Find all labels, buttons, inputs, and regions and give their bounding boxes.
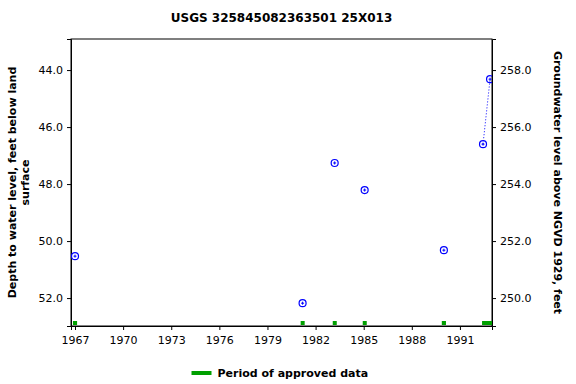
tick-mark xyxy=(267,326,268,330)
tick: 252.0 xyxy=(492,235,532,248)
tick-label: 1985 xyxy=(350,334,378,347)
tick: 1979 xyxy=(254,326,282,347)
tick: 44.0 xyxy=(39,64,72,77)
tick-mark xyxy=(67,70,71,71)
tick-mark xyxy=(492,70,496,71)
marker-ring xyxy=(361,187,368,194)
tick-mark xyxy=(492,127,496,128)
legend: Period of approved data xyxy=(192,367,369,380)
data-point xyxy=(487,76,492,83)
chart: 1967 1970 1973 1976 1979 1982 1985 1988 1991 44.0… xyxy=(0,0,576,384)
data-point xyxy=(331,159,338,166)
tick-mark xyxy=(316,326,317,330)
tick-mark xyxy=(75,326,76,330)
tick: 52.0 xyxy=(39,292,72,305)
y-axis: 44.0 46.0 48.0 50.0 52.0 xyxy=(39,40,72,327)
y2-axis-title: Groundwater level above NGVD 1929, feet xyxy=(551,51,564,314)
approved-period xyxy=(442,321,446,325)
tick-mark xyxy=(67,298,71,299)
axis-line xyxy=(67,40,72,327)
tick-label: 52.0 xyxy=(39,292,64,305)
marker-cross xyxy=(333,161,336,164)
tick-label: 1976 xyxy=(206,334,234,347)
tick-mark xyxy=(67,127,71,128)
approved-period xyxy=(363,321,367,325)
data-point xyxy=(361,187,368,194)
tick-mark xyxy=(123,326,124,330)
title: USGS 325845082363501 25X013 xyxy=(171,11,392,25)
tick: 1976 xyxy=(206,326,234,347)
tick-label: 1973 xyxy=(158,334,186,347)
tick-label: 254.0 xyxy=(500,178,532,191)
marker-cross xyxy=(301,302,304,305)
marker-ring xyxy=(331,159,338,166)
data-point xyxy=(299,300,306,307)
approved-period xyxy=(301,321,305,325)
approved-period xyxy=(73,321,77,325)
approved-period xyxy=(482,321,492,325)
marker-ring xyxy=(487,76,492,83)
tick: 258.0 xyxy=(492,64,532,77)
tick-mark xyxy=(219,326,220,330)
tick: 46.0 xyxy=(39,121,72,134)
tick: 1985 xyxy=(350,326,378,347)
tick: 1982 xyxy=(302,326,330,347)
tick-mark xyxy=(364,326,365,330)
tick-label: 50.0 xyxy=(39,235,64,248)
tick-label: 252.0 xyxy=(500,235,532,248)
marker-cross xyxy=(489,78,492,81)
axis-line xyxy=(493,40,497,327)
tick: 48.0 xyxy=(39,178,72,191)
tick: 1973 xyxy=(158,326,186,347)
legend-swatch xyxy=(192,371,212,375)
tick-mark xyxy=(171,326,172,330)
tick-label: 46.0 xyxy=(39,121,64,134)
data-point xyxy=(72,253,79,260)
tick-mark xyxy=(492,184,496,185)
tick-label: 1970 xyxy=(110,334,138,347)
tick-label: 1988 xyxy=(398,334,426,347)
x-axis: 1967 1970 1973 1976 1979 1982 1985 1988 1991 xyxy=(62,326,493,347)
tick-mark xyxy=(412,326,413,330)
series-line xyxy=(483,79,490,144)
y2-axis: 250.0 252.0 254.0 256.0 258.0 xyxy=(492,40,532,327)
tick-label: 1991 xyxy=(446,334,474,347)
tick: 254.0 xyxy=(492,178,532,191)
marker-ring xyxy=(72,253,79,260)
plot-frame xyxy=(71,39,492,326)
marker-ring xyxy=(440,247,447,254)
tick-label: 258.0 xyxy=(500,64,532,77)
marker-cross xyxy=(442,249,445,252)
marker-cross xyxy=(363,189,366,192)
y-axis-title-line: Depth to water level, feet below land xyxy=(6,67,19,299)
tick-label: 256.0 xyxy=(500,121,532,134)
tick-label: 250.0 xyxy=(500,292,532,305)
tick-mark xyxy=(460,326,461,330)
tick: 1991 xyxy=(446,326,474,347)
plot-area xyxy=(72,76,492,325)
tick-mark xyxy=(67,241,71,242)
tick-label: 1967 xyxy=(62,334,90,347)
tick-label: 1982 xyxy=(302,334,330,347)
y-axis-title: Depth to water level, feet below landsur… xyxy=(6,67,32,299)
tick-mark xyxy=(67,184,71,185)
axis-line xyxy=(72,327,493,331)
data-point xyxy=(440,247,447,254)
tick: 1970 xyxy=(110,326,138,347)
tick: 250.0 xyxy=(492,292,532,305)
legend-label: Period of approved data xyxy=(218,367,369,380)
tick: 1967 xyxy=(62,326,90,347)
marker-ring xyxy=(299,300,306,307)
tick: 1988 xyxy=(398,326,426,347)
approved-period xyxy=(333,321,337,325)
tick: 256.0 xyxy=(492,121,532,134)
y-axis-title-line: surface xyxy=(19,160,32,206)
marker-cross xyxy=(74,255,77,258)
tick-label: 1979 xyxy=(254,334,282,347)
tick: 50.0 xyxy=(39,235,72,248)
tick-label: 48.0 xyxy=(39,178,64,191)
tick-mark xyxy=(492,241,496,242)
tick-label: 44.0 xyxy=(39,64,64,77)
tick-mark xyxy=(492,298,496,299)
